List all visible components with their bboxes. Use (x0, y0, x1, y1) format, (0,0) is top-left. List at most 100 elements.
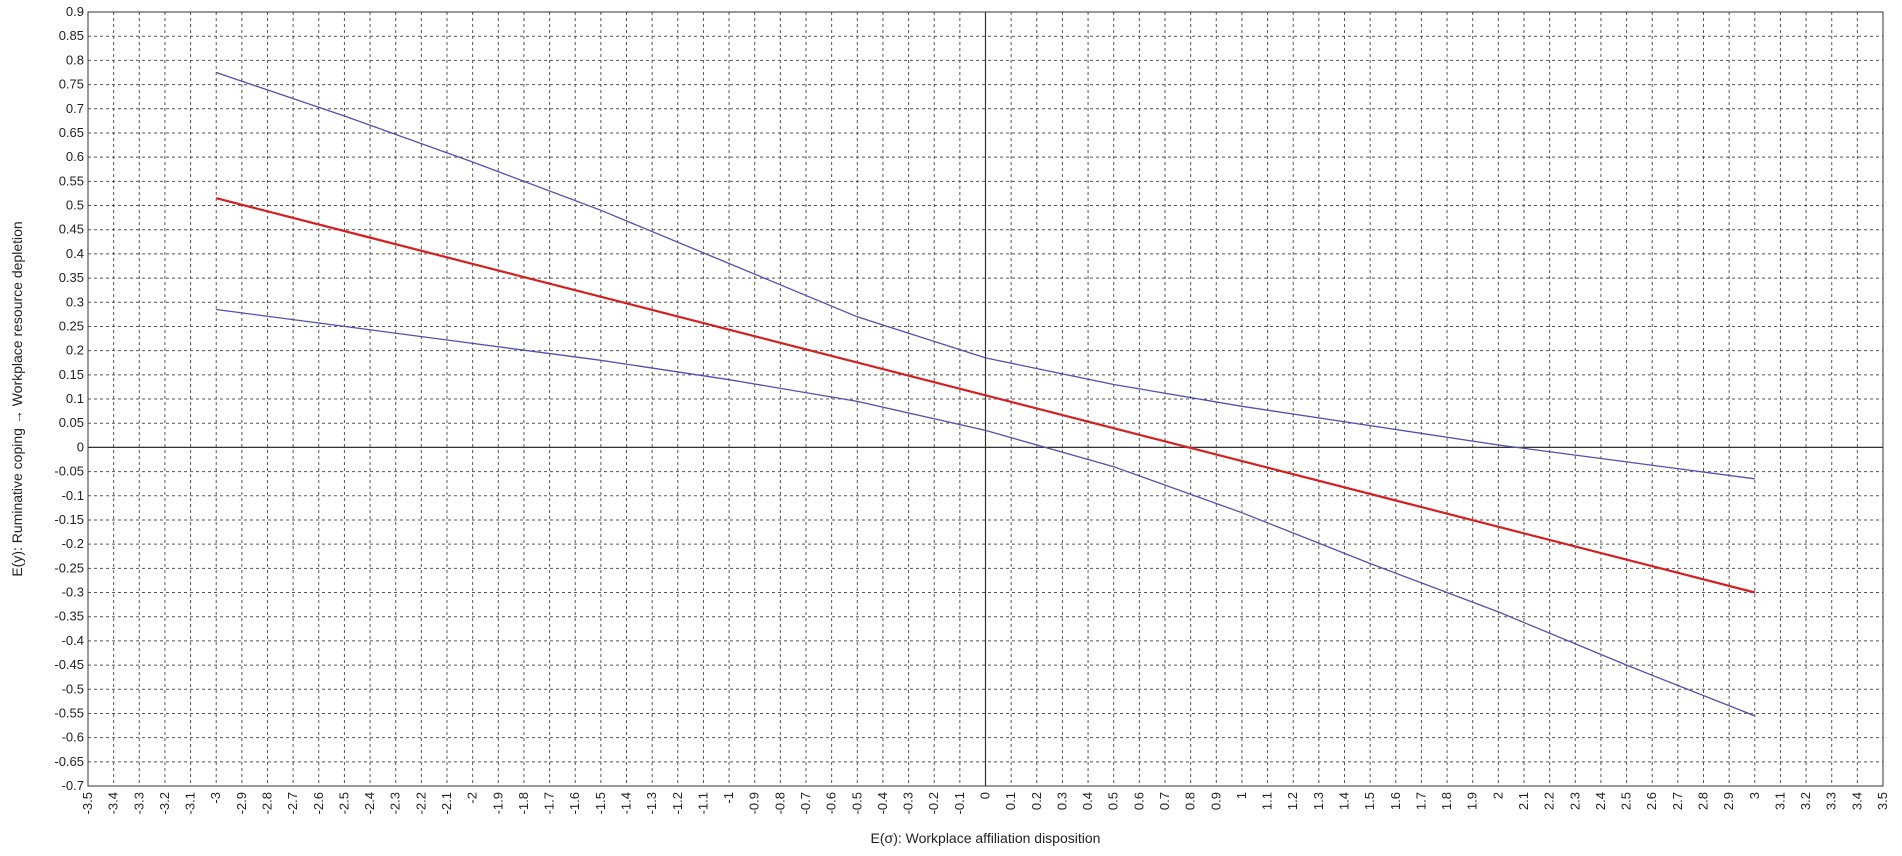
x-tick-label: 1.6 (1388, 792, 1403, 810)
series-lines (215, 71, 1756, 717)
x-tick-label: 1.2 (1285, 792, 1300, 810)
y-tick-label: 0.1 (66, 391, 84, 406)
x-tick-label: -2.3 (388, 792, 403, 814)
x-tick-label: 1.5 (1362, 792, 1377, 810)
y-tick-label: 0.85 (59, 28, 84, 43)
y-tick-label: -0.45 (54, 657, 84, 672)
upper_bound-line (215, 71, 1755, 480)
x-tick-label: 2.3 (1567, 792, 1582, 810)
x-tick-label: 3.3 (1824, 792, 1839, 810)
y-tick-label: 0.4 (66, 246, 84, 261)
x-tick-label: -2.1 (439, 792, 454, 814)
x-tick-label: 1 (1234, 792, 1249, 799)
y-tick-label: 0.65 (59, 125, 84, 140)
x-tick-label: 0.3 (1054, 792, 1069, 810)
x-tick-label: -1.7 (542, 792, 557, 814)
y-tick-label: 0.75 (59, 77, 84, 92)
x-tick-label: -1.1 (695, 792, 710, 814)
y-tick-label: -0.5 (62, 681, 84, 696)
y-tick-label: 0.6 (66, 149, 84, 164)
x-tick-label: 1.7 (1413, 792, 1428, 810)
x-tick-label: -0.2 (926, 792, 941, 814)
x-tick-label: 0.7 (1157, 792, 1172, 810)
x-tick-label: -0.4 (875, 792, 890, 814)
x-tick-label: 0.4 (1080, 792, 1095, 810)
x-tick-label: -3.2 (157, 792, 172, 814)
x-tick-label: 2.4 (1593, 792, 1608, 810)
x-tick-label: -1.3 (644, 792, 659, 814)
x-tick-label: 1.9 (1465, 792, 1480, 810)
x-tick-label: -1.6 (567, 792, 582, 814)
x-tick-label: 0.5 (1106, 792, 1121, 810)
x-tick-label: -1.4 (619, 792, 634, 814)
x-tick-label: 2.9 (1721, 792, 1736, 810)
x-tick-label: 0.2 (1029, 792, 1044, 810)
y-axis-title: E(y): Ruminative coping → Workplace reso… (9, 221, 25, 576)
x-tick-label: -3.5 (80, 792, 95, 814)
x-tick-label: 1.8 (1439, 792, 1454, 810)
y-tick-label: 0.3 (66, 294, 84, 309)
x-tick-label: 2 (1490, 792, 1505, 799)
y-tick-label: -0.4 (62, 633, 84, 648)
y-tick-label: -0.3 (62, 585, 84, 600)
y-tick-label: -0.65 (54, 754, 84, 769)
x-tick-label: 2.6 (1644, 792, 1659, 810)
y-tick-label: -0.55 (54, 705, 84, 720)
x-tick-label: 3.5 (1875, 792, 1890, 810)
x-tick-labels: -3.5 -3.4 -3.3 -3.2 -3.1 -3 -2.9 -2.8 -2.7 -2.6 -2… (80, 792, 1890, 814)
y-tick-label: 0.45 (59, 222, 84, 237)
x-tick-label: -0.8 (772, 792, 787, 814)
lower_bound-line (216, 308, 1756, 717)
y-tick-label: 0.35 (59, 270, 84, 285)
x-tick-label: -0.3 (901, 792, 916, 814)
x-tick-label: 3.4 (1849, 792, 1864, 810)
x-tick-label: -3.3 (131, 792, 146, 814)
x-tick-label: -2.8 (260, 792, 275, 814)
x-tick-label: -0.7 (798, 792, 813, 814)
x-tick-label: -1.5 (593, 792, 608, 814)
y-tick-label: 0.15 (59, 367, 84, 382)
x-tick-label: -0.5 (849, 792, 864, 814)
x-tick-label: -3.4 (106, 792, 121, 814)
x-axis-title: E(σ): Workplace affiliation disposition (871, 830, 1101, 846)
y-tick-label: -0.15 (54, 512, 84, 527)
y-tick-label: 0.9 (66, 4, 84, 19)
x-tick-label: -1.8 (516, 792, 531, 814)
x-tick-label: -2 (465, 792, 480, 804)
y-tick-label: 0.2 (66, 343, 84, 358)
x-tick-label: -1 (721, 792, 736, 804)
x-tick-label: 0.1 (1003, 792, 1018, 810)
y-tick-label: 0.5 (66, 198, 84, 213)
y-tick-label: -0.7 (62, 778, 84, 793)
y-tick-label: -0.6 (62, 730, 84, 745)
y-tick-label: 0.55 (59, 173, 84, 188)
zero-axes (88, 12, 1883, 786)
x-tick-label: 3 (1747, 792, 1762, 799)
x-tick-label: -0.1 (952, 792, 967, 814)
x-tick-label: 2.8 (1696, 792, 1711, 810)
gridlines (88, 12, 1883, 786)
x-tick-label: -3 (208, 792, 223, 804)
y-tick-labels: 0.9 0.85 0.8 0.75 0.7 0.65 0.6 0.55 0.5 0.45 0.4 0.… (54, 4, 84, 793)
x-tick-label: 2.1 (1516, 792, 1531, 810)
y-tick-label: -0.05 (54, 464, 84, 479)
x-tick-label: -0.9 (747, 792, 762, 814)
x-tick-label: 0.9 (1208, 792, 1223, 810)
y-tick-label: -0.25 (54, 560, 84, 575)
x-tick-label: 1.3 (1311, 792, 1326, 810)
y-tick-label: 0.8 (66, 52, 84, 67)
y-tick-label: 0.05 (59, 415, 84, 430)
x-tick-label: 1.4 (1337, 792, 1352, 810)
x-tick-label: -2.6 (311, 792, 326, 814)
estimate-line (215, 197, 1756, 594)
y-tick-label: -0.35 (54, 609, 84, 624)
x-tick-label: 2.7 (1670, 792, 1685, 810)
plot-frame (87, 11, 1884, 787)
x-tick-label: -2.9 (234, 792, 249, 814)
y-tick-label: -0.1 (62, 488, 84, 503)
x-tick-label: 0.8 (1183, 792, 1198, 810)
x-tick-label: 3.1 (1772, 792, 1787, 810)
x-tick-label: -2.2 (413, 792, 428, 814)
